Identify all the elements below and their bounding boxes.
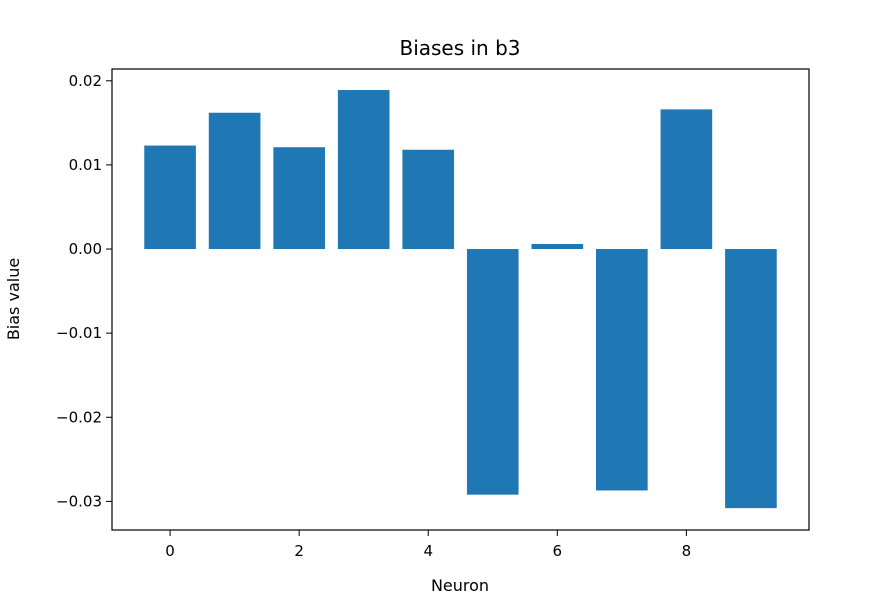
x-tick-label: 8 <box>682 542 692 560</box>
bars-group <box>144 90 777 509</box>
chart-title: Biases in b3 <box>399 36 520 60</box>
x-tick-label: 4 <box>423 542 433 560</box>
bar-neuron-4 <box>402 149 455 250</box>
y-tick-label: −0.03 <box>56 492 102 510</box>
bar-neuron-6 <box>531 243 584 250</box>
bar-neuron-1 <box>208 112 261 250</box>
y-tick-label: −0.01 <box>56 324 102 342</box>
x-tick-label: 6 <box>553 542 563 560</box>
bar-neuron-5 <box>466 249 519 495</box>
bar-neuron-3 <box>337 90 390 250</box>
bar-neuron-7 <box>596 249 648 491</box>
bar-neuron-8 <box>660 109 713 250</box>
x-axis-ticks: 0 2 4 6 8 <box>165 530 691 560</box>
x-tick-label: 2 <box>294 542 304 560</box>
bar-neuron-0 <box>144 145 196 250</box>
y-axis-ticks: 0.02 0.01 0.00 −0.01 −0.02 −0.03 <box>56 72 112 510</box>
y-axis-label: Bias value <box>4 258 23 340</box>
y-tick-label: 0.01 <box>69 156 102 174</box>
plot-area-frame <box>111 68 810 531</box>
bar-neuron-2 <box>273 147 325 250</box>
y-tick-label: 0.00 <box>69 240 102 258</box>
x-axis-label: Neuron <box>431 576 489 595</box>
x-tick-label: 0 <box>165 542 175 560</box>
y-tick-label: 0.02 <box>69 72 102 90</box>
y-tick-label: −0.02 <box>56 408 102 426</box>
bar-neuron-9 <box>725 249 777 509</box>
